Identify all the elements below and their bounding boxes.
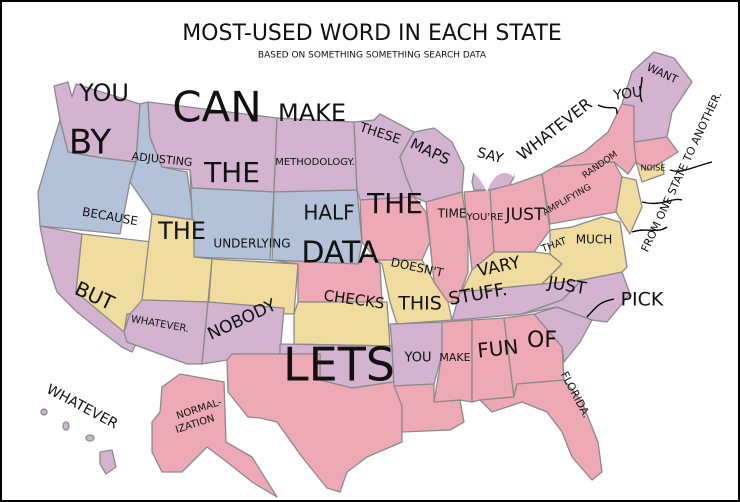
word-illinois: TIME [437, 207, 467, 221]
state-iowa [359, 196, 431, 261]
state-virginia-wv [541, 216, 628, 285]
word-nebraska: HALF [303, 201, 354, 225]
word-ohio: JUST [505, 205, 545, 225]
word-south-dakota: METHODOLOGY. [275, 157, 355, 168]
word-virginia: MUCH [576, 233, 613, 247]
word-alabama: FUN [476, 334, 519, 362]
word-wyoming: THE [203, 156, 260, 189]
state-louisiana [393, 383, 465, 433]
state-new-jersey [615, 176, 643, 235]
leader-lines [586, 76, 713, 318]
state-new-england-north [621, 51, 693, 143]
word-louisiana: YOU [404, 351, 432, 366]
state-texas [226, 353, 403, 493]
word-south-carolina: PICK [621, 289, 664, 311]
word-colorado: UNDERLYING [213, 237, 290, 251]
state-connecticut [635, 161, 665, 183]
state-hawaii [40, 408, 117, 475]
state-nebraska [269, 253, 383, 303]
word-arkansas: THIS [397, 293, 442, 315]
word-idaho: ADJUSTING [131, 150, 193, 169]
word-indiana: YOU'RE [466, 212, 504, 223]
state-north-dakota [273, 117, 358, 193]
word-vermont: YOU [612, 84, 644, 104]
word-oregon: BY [69, 123, 111, 163]
word-michigan: SAY [475, 145, 505, 167]
state-florida [479, 379, 603, 481]
states [37, 51, 693, 498]
word-massachusetts: NOISE [641, 164, 666, 173]
word-mississippi: MAKE [439, 351, 470, 364]
word-georgia: OF [527, 328, 557, 353]
state-arizona [123, 299, 209, 365]
word-hawaii: WHATEVER [44, 382, 121, 433]
map-subtitle: BASED ON SOMETHING SOMETHING SEARCH DATA [258, 51, 487, 61]
state-south-dakota [271, 189, 363, 265]
state-north-carolina [521, 271, 631, 323]
map-title: MOST-USED WORD IN EACH STATE [182, 21, 562, 46]
word-washington: YOU [78, 79, 129, 107]
word-kansas: DATA [301, 236, 379, 271]
word-north-dakota: MAKE [278, 99, 346, 127]
state-oregon [37, 119, 137, 235]
state-alaska [151, 373, 278, 498]
word-montana: CAN [172, 83, 261, 132]
great-lakes [464, 116, 514, 192]
word-texas: LETS [283, 338, 395, 392]
word-utah: THE [157, 217, 206, 245]
word-iowa: THE [366, 187, 423, 220]
